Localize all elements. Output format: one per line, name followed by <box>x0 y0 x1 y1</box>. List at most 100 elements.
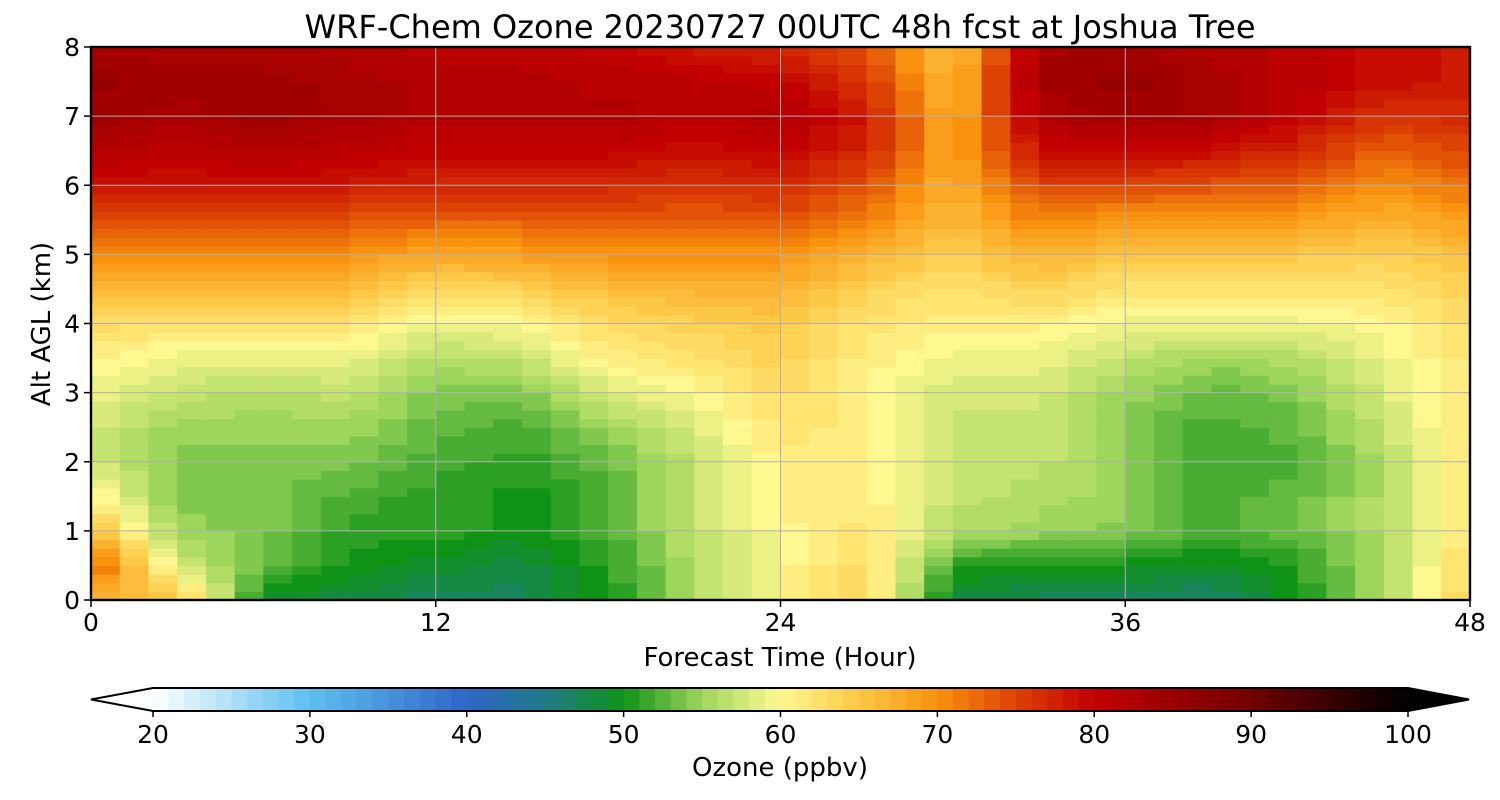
heatmap-cell <box>636 513 667 523</box>
heatmap-cell <box>1096 591 1126 600</box>
heatmap-cell <box>1125 288 1155 299</box>
heatmap-cell <box>1039 176 1069 186</box>
heatmap-cell <box>1383 237 1414 247</box>
heatmap-cell <box>177 539 207 549</box>
heatmap-cell <box>1297 375 1327 385</box>
heatmap-cell <box>924 185 954 195</box>
heatmap-cell <box>809 211 839 221</box>
heatmap-cell <box>91 263 121 273</box>
heatmap-cell <box>665 167 695 178</box>
heatmap-cell <box>1383 167 1414 178</box>
heatmap-cell <box>1067 297 1098 307</box>
heatmap-cell <box>1067 496 1098 506</box>
heatmap-cell <box>608 185 638 195</box>
heatmap-cell <box>924 487 954 497</box>
heatmap-cell <box>1412 530 1442 541</box>
heatmap-cell <box>292 98 322 109</box>
heatmap-cell <box>751 47 782 57</box>
heatmap-cell <box>320 323 351 333</box>
heatmap-cell <box>895 211 925 221</box>
heatmap-cell <box>407 513 437 523</box>
colorbar-segment <box>858 688 876 711</box>
heatmap-cell <box>1211 332 1241 342</box>
heatmap-cell <box>1010 306 1040 316</box>
heatmap-cell <box>435 81 466 91</box>
heatmap-cell <box>866 280 897 290</box>
heatmap-cell <box>1441 487 1470 497</box>
heatmap-cell <box>1383 496 1414 506</box>
colorbar-segment <box>153 688 170 711</box>
heatmap-cell <box>952 375 983 385</box>
heatmap-cell <box>521 453 552 463</box>
heatmap-cell <box>1039 228 1069 238</box>
heatmap-cell <box>636 383 667 394</box>
heatmap-cell <box>1039 271 1069 281</box>
heatmap-cell <box>981 522 1011 532</box>
heatmap-cell <box>1182 280 1213 290</box>
heatmap-cell <box>177 245 207 255</box>
heatmap-cell <box>521 444 552 454</box>
heatmap-cell <box>292 418 322 428</box>
colorbar-tick-label: 40 <box>451 720 483 749</box>
heatmap-cell <box>234 332 264 342</box>
heatmap-cell <box>981 150 1011 160</box>
heatmap-cell <box>1383 435 1414 446</box>
heatmap-cell <box>1039 556 1069 567</box>
heatmap-cell <box>981 81 1011 91</box>
heatmap-cell <box>378 98 408 109</box>
heatmap-cell <box>234 90 264 100</box>
heatmap-cell <box>1010 219 1040 230</box>
heatmap-cell <box>407 211 437 221</box>
heatmap-cell <box>263 444 293 454</box>
heatmap-cell <box>981 47 1011 57</box>
heatmap-cell <box>665 297 695 307</box>
heatmap-cell <box>1096 159 1126 169</box>
heatmap-cell <box>1383 142 1414 152</box>
heatmap-cell <box>837 237 868 247</box>
heatmap-cell <box>1182 522 1213 532</box>
heatmap-cell <box>1297 202 1327 212</box>
heatmap-cell <box>1240 530 1270 541</box>
heatmap-cell <box>349 245 379 255</box>
heatmap-cell <box>837 271 868 281</box>
heatmap-cell <box>205 556 236 567</box>
heatmap-cell <box>952 539 983 549</box>
heatmap-cell <box>91 383 121 394</box>
heatmap-cell <box>407 522 437 532</box>
heatmap-cell <box>1125 366 1155 376</box>
heatmap-cell <box>723 401 753 411</box>
heatmap-cell <box>91 340 121 351</box>
heatmap-cell <box>205 323 236 333</box>
heatmap-cell <box>1125 470 1155 480</box>
heatmap-cell <box>378 522 408 532</box>
heatmap-cell <box>292 72 322 83</box>
heatmap-cell <box>119 55 150 65</box>
heatmap-cell <box>952 64 983 74</box>
heatmap-cell <box>723 211 753 221</box>
heatmap-cell <box>292 314 322 325</box>
heatmap-cell <box>723 366 753 376</box>
heatmap-cell <box>378 167 408 178</box>
heatmap-cell <box>1096 263 1126 273</box>
heatmap-cell <box>521 349 552 359</box>
heatmap-cell <box>981 401 1011 411</box>
heatmap-cell <box>91 288 121 299</box>
heatmap-cell <box>292 496 322 506</box>
heatmap-cell <box>263 504 293 515</box>
heatmap-cell <box>1153 548 1184 558</box>
heatmap-cell <box>1240 375 1270 385</box>
heatmap-cell <box>751 504 782 515</box>
heatmap-cell <box>1355 72 1385 83</box>
heatmap-cell <box>866 340 897 351</box>
heatmap-cell <box>1383 150 1414 160</box>
heatmap-cell <box>895 358 925 368</box>
heatmap-cell <box>1010 453 1040 463</box>
heatmap-cell <box>263 496 293 506</box>
heatmap-cell <box>435 383 466 394</box>
heatmap-cell <box>263 349 293 359</box>
heatmap-cell <box>177 530 207 541</box>
heatmap-cell <box>435 133 466 143</box>
heatmap-cell <box>1326 55 1356 65</box>
heatmap-cell <box>205 453 236 463</box>
colorbar-segment <box>1172 688 1189 711</box>
